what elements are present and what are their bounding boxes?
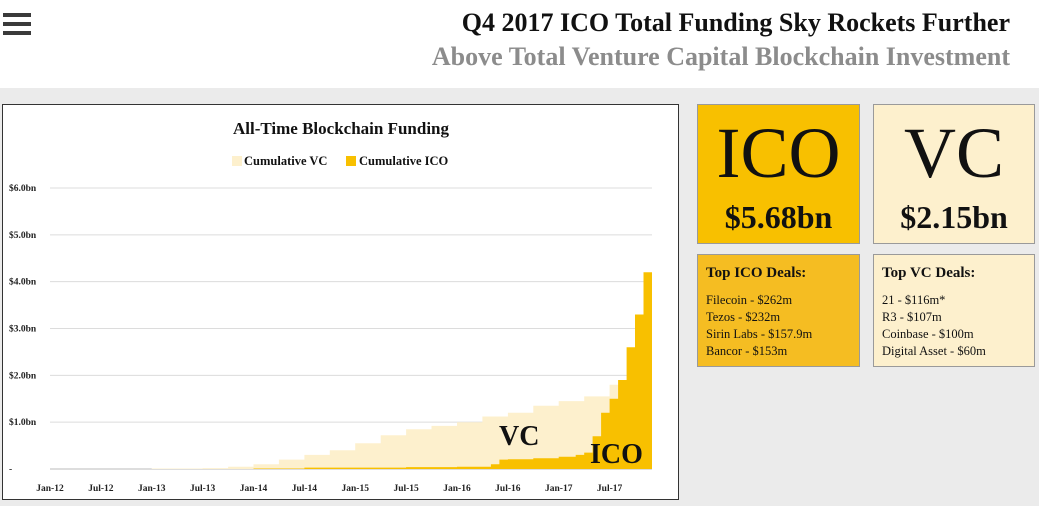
legend-label-vc: Cumulative VC (244, 154, 327, 168)
x-tick-label: Jan-15 (342, 484, 370, 494)
x-tick-label: Jul-16 (495, 484, 521, 494)
x-tick-label: Jul-13 (190, 484, 216, 494)
list-item: Coinbase - $100m (882, 327, 974, 341)
x-tick-label: Jul-14 (292, 484, 318, 494)
funding-chart: All-Time Blockchain Funding Cumulative V… (9, 119, 652, 494)
list-item: Tezos - $232m (706, 310, 781, 324)
y-tick-label: $2.0bn (9, 370, 37, 381)
page-subtitle: Above Total Venture Capital Blockchain I… (431, 42, 1010, 71)
y-tick-label: $5.0bn (9, 230, 37, 241)
legend: Cumulative VC Cumulative ICO (232, 154, 449, 168)
ico-total-card: ICO $5.68bn (697, 104, 860, 244)
y-tick-label: - (9, 465, 12, 475)
y-tick-label: $4.0bn (9, 277, 37, 288)
y-axis-ticks: - $1.0bn $2.0bn $3.0bn $4.0bn $5.0bn $6.0bn (9, 183, 37, 475)
vc-area (50, 368, 652, 469)
x-tick-label: Jul-15 (393, 484, 419, 494)
page-title: Q4 2017 ICO Total Funding Sky Rockets Fu… (461, 8, 1010, 37)
annotation-ico: ICO (590, 439, 643, 470)
x-tick-label: Jan-17 (545, 484, 573, 494)
vc-label: VC (903, 113, 1005, 193)
list-item: Digital Asset - $60m (882, 344, 986, 358)
y-tick-label: $6.0bn (9, 183, 37, 194)
legend-label-ico: Cumulative ICO (359, 154, 449, 168)
vc-total-card: VC $2.15bn (873, 104, 1035, 244)
ico-total-value: $5.68bn (724, 199, 833, 235)
top-ico-deals-title: Top ICO Deals: (706, 265, 807, 281)
x-tick-label: Jan-14 (240, 484, 268, 494)
x-tick-label: Jul-17 (597, 484, 623, 494)
chart-panel: All-Time Blockchain Funding Cumulative V… (2, 104, 679, 500)
vc-total-value: $2.15bn (900, 199, 1008, 235)
list-item: Sirin Labs - $157.9m (706, 327, 813, 341)
y-tick-label: $1.0bn (9, 417, 37, 428)
top-vc-deals-list: 21 - $116m* R3 - $107m Coinbase - $100m … (882, 292, 1034, 360)
x-tick-label: Jul-12 (88, 484, 114, 494)
annotation-vc: VC (499, 421, 539, 452)
list-item: Filecoin - $262m (706, 293, 793, 307)
x-axis-ticks: Jan-12 Jul-12 Jan-13 Jul-13 Jan-14 Jul-14 Jan-… (36, 484, 622, 494)
list-item: 21 - $116m* (882, 293, 946, 307)
y-tick-label: $3.0bn (9, 324, 37, 335)
x-tick-label: Jan-16 (443, 484, 471, 494)
chart-title: All-Time Blockchain Funding (233, 119, 450, 138)
list-item: Bancor - $153m (706, 344, 788, 358)
list-item: R3 - $107m (882, 310, 942, 324)
x-tick-label: Jan-13 (138, 484, 166, 494)
header: Q4 2017 ICO Total Funding Sky Rockets Fu… (0, 0, 1039, 88)
top-vc-deals-title: Top VC Deals: (882, 265, 976, 281)
top-vc-deals-card: Top VC Deals: 21 - $116m* R3 - $107m Coi… (873, 254, 1035, 367)
legend-swatch-ico (346, 156, 356, 166)
legend-swatch-vc (232, 156, 242, 166)
x-tick-label: Jan-12 (36, 484, 64, 494)
hamburger-menu-icon[interactable] (3, 13, 31, 35)
ico-label: ICO (716, 113, 841, 193)
top-ico-deals-card: Top ICO Deals: Filecoin - $262m Tezos - … (697, 254, 860, 367)
series-areas (50, 203, 652, 469)
top-ico-deals-list: Filecoin - $262m Tezos - $232m Sirin Lab… (706, 292, 859, 360)
gridlines (50, 187, 652, 470)
